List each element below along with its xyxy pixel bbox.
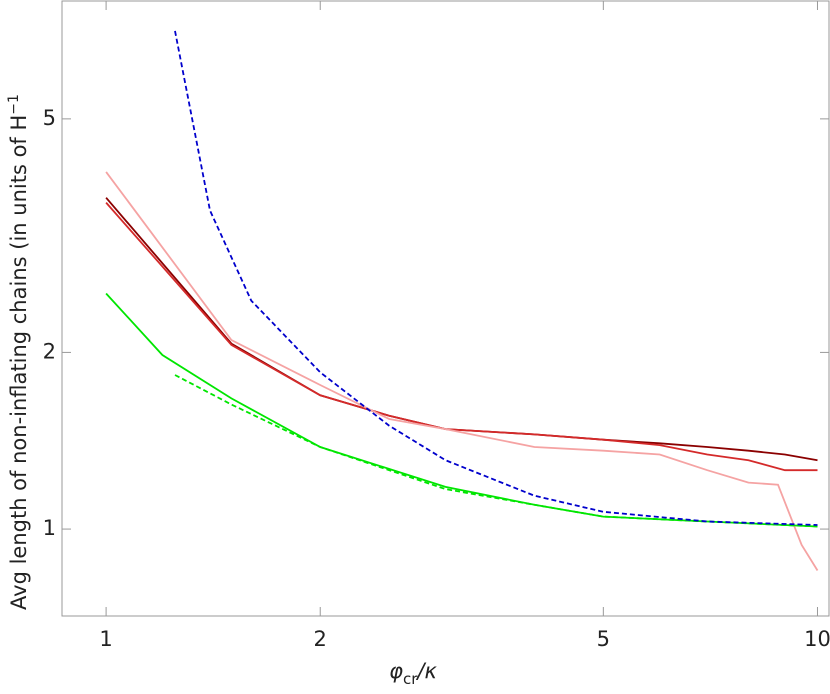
line-series: [105, 202, 818, 472]
line-series: [105, 197, 818, 462]
x-tick-label: 1: [99, 627, 112, 651]
x-label-subscript: cr: [403, 670, 418, 688]
y-label-main: Avg length of non-inflating chains (in u…: [7, 115, 31, 610]
x-tick-label: 2: [314, 627, 327, 651]
line-series: [105, 292, 818, 528]
line-series: [174, 30, 818, 526]
plot-frame: [61, 0, 830, 617]
x-tick-label: 10: [804, 627, 830, 651]
y-axis-label: Avg length of non-inflating chains (in u…: [6, 94, 31, 610]
y-tick-label: 2: [43, 339, 56, 363]
y-tick-label: 5: [43, 106, 56, 130]
line-series: [105, 171, 819, 571]
x-label-symbol: φ: [389, 659, 403, 683]
line-series: [174, 374, 818, 528]
x-tick-label: 5: [597, 627, 610, 651]
y-tick-label: 1: [43, 516, 56, 540]
y-label-superscript: −1: [6, 94, 22, 115]
x-label-rest: /κ: [415, 659, 437, 683]
x-axis-label: φcr/κ: [389, 659, 437, 688]
